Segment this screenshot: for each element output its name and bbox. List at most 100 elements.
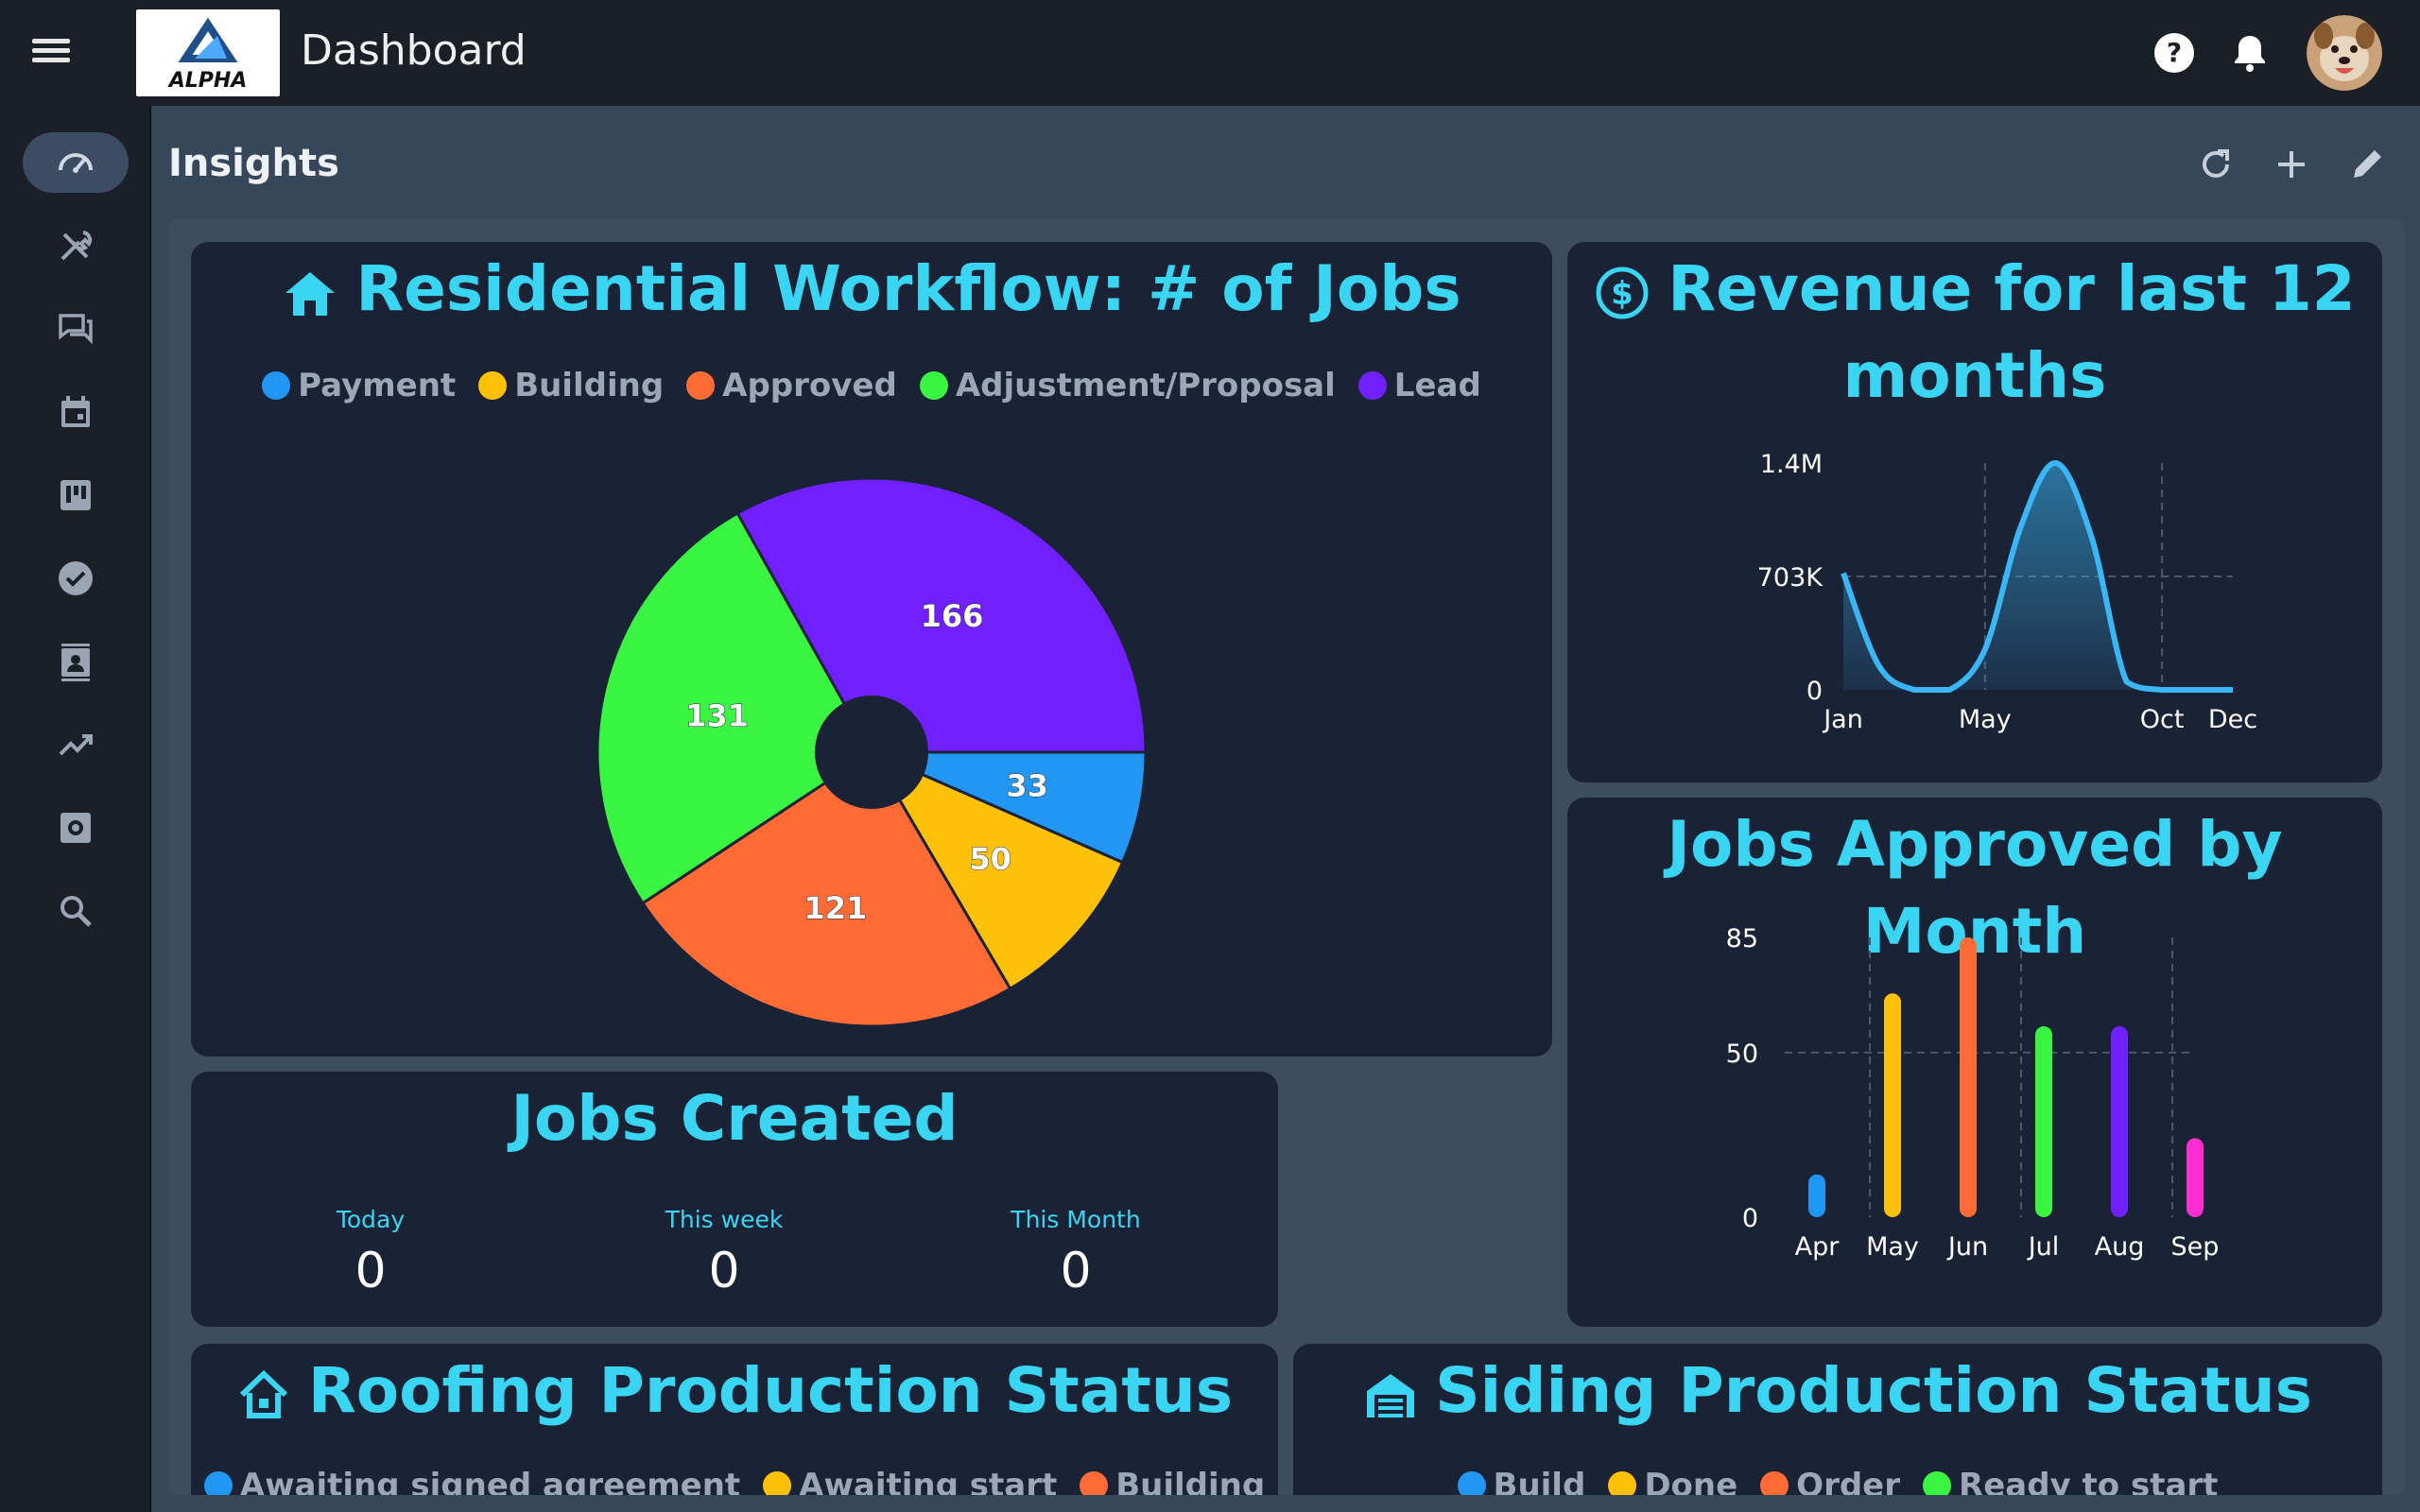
stat-value: 0	[708, 1243, 740, 1299]
y-tick-label: 0	[1806, 677, 1823, 706]
card-title: Roofing Production Status	[191, 1348, 1278, 1435]
stat-today: Today 0	[229, 1206, 512, 1299]
area-line	[1841, 460, 2233, 693]
refresh-icon[interactable]	[2195, 144, 2237, 185]
legend-swatch	[203, 1471, 233, 1495]
pie-slice	[640, 749, 1012, 1028]
jobs-approved-card: Jobs Approved by Month 0 50 85 Apr May Jun Jul…	[1567, 798, 2382, 1327]
legend-item[interactable]: Done	[1608, 1467, 1737, 1495]
legend-item[interactable]: Lead	[1357, 367, 1481, 404]
sidebar-item-calendar[interactable]	[23, 382, 129, 442]
calendar-icon	[61, 396, 90, 427]
sidebar-item-reports[interactable]	[23, 714, 129, 775]
legend-item[interactable]: Approved	[686, 367, 897, 404]
legend-swatch	[919, 371, 948, 400]
legend-item[interactable]: Building	[1080, 1467, 1265, 1495]
y-tick-label: 50	[1726, 1040, 1758, 1069]
legend-label: Payment	[298, 367, 457, 404]
sidebar-item-tasks[interactable]	[23, 548, 129, 609]
x-tick-label: Apr	[1795, 1232, 1841, 1262]
legend-item[interactable]: Payment	[262, 367, 456, 404]
x-tick-label: Jan	[1822, 705, 1863, 734]
check-circle-icon	[59, 561, 93, 595]
legend-swatch	[1457, 1471, 1486, 1495]
card-title: $ Revenue for last 12 months	[1567, 246, 2382, 420]
settings-icon	[60, 813, 91, 843]
stat-label: This Month	[1011, 1206, 1141, 1233]
area-fill	[1843, 462, 2233, 690]
add-icon[interactable]	[2271, 144, 2312, 185]
legend-swatch	[1608, 1471, 1637, 1495]
card-title: Residential Workflow: # of Jobs	[191, 246, 1552, 333]
sidebar-item-search[interactable]	[23, 881, 129, 941]
pie-slice	[868, 748, 1125, 991]
pie-slice-label: 131	[685, 697, 749, 733]
legend-item[interactable]: Build	[1457, 1467, 1585, 1495]
logo-text: ALPHA	[167, 69, 248, 93]
help-icon[interactable]: ?	[2152, 30, 2197, 76]
legend-label: Building	[1115, 1467, 1266, 1495]
legend-label: Adjustment/Proposal	[955, 367, 1336, 404]
bar	[1960, 937, 1977, 1217]
contact-icon	[61, 644, 90, 681]
pie-slice	[871, 750, 1148, 865]
legend-swatch	[1080, 1471, 1109, 1495]
sidebar-item-tools[interactable]	[23, 215, 129, 276]
company-logo[interactable]: ALPHA	[136, 9, 280, 96]
home-icon	[285, 271, 336, 316]
x-tick-label: Dec	[2208, 705, 2257, 734]
roof-icon	[239, 1369, 287, 1418]
edit-icon[interactable]	[2346, 144, 2388, 185]
page-title: Insights	[168, 142, 339, 185]
legend-swatch	[262, 371, 291, 400]
pie-slice-label: 33	[1006, 768, 1048, 804]
sidebar	[0, 106, 151, 1512]
bar	[1808, 1174, 1825, 1217]
legend-item[interactable]: Order	[1760, 1467, 1900, 1495]
sidebar-item-dashboard[interactable]	[23, 132, 129, 193]
donut-hole	[815, 696, 928, 809]
sidebar-item-contacts[interactable]	[23, 631, 129, 692]
pie-slice	[735, 476, 1148, 754]
legend-swatch	[1760, 1471, 1789, 1495]
search-icon	[60, 896, 92, 927]
legend-item[interactable]: Building	[478, 367, 664, 404]
sidebar-item-messages[interactable]	[23, 299, 129, 359]
x-tick-label: Aug	[2095, 1232, 2145, 1262]
legend-label: Lead	[1393, 367, 1481, 404]
sidebar-item-board[interactable]	[23, 465, 129, 525]
top-app-bar: ALPHA Dashboard ?	[0, 0, 2420, 106]
bell-icon[interactable]	[2227, 30, 2273, 76]
menu-icon[interactable]	[26, 34, 76, 72]
siding-legend: Build Done Order Ready to start	[1293, 1467, 2382, 1495]
pie-slice-label: 121	[804, 890, 867, 926]
x-tick-label: Sep	[2171, 1232, 2220, 1262]
legend-item[interactable]: Awaiting signed agreement	[203, 1467, 740, 1495]
legend-item[interactable]: Adjustment/Proposal	[919, 367, 1336, 404]
roofing-legend: Awaiting signed agreement Awaiting start B…	[191, 1467, 1278, 1495]
legend-label: Done	[1644, 1467, 1738, 1495]
chat-icon	[59, 314, 93, 345]
y-tick-label: 703K	[1757, 563, 1824, 593]
stat-value: 0	[1060, 1243, 1092, 1299]
bar	[2187, 1138, 2204, 1217]
sidebar-item-settings[interactable]	[23, 798, 129, 858]
user-avatar[interactable]	[2307, 15, 2382, 91]
legend-item[interactable]: Ready to start	[1923, 1467, 2218, 1495]
card-title: Siding Production Status	[1293, 1348, 2382, 1435]
legend-swatch	[686, 371, 716, 400]
legend-swatch	[763, 1471, 792, 1495]
stat-this-month: This Month 0	[934, 1206, 1218, 1299]
residential-pie-chart: 33 50 121 131 166	[596, 476, 1148, 1028]
bar	[2111, 1026, 2128, 1217]
revenue-area-chart: 0 703K 1.4M Jan May Oct Dec	[1757, 450, 2257, 734]
pie-slice	[596, 511, 873, 905]
siding-production-card: Siding Production Status Build Done Order R…	[1293, 1344, 2382, 1495]
speedometer-icon	[59, 153, 93, 173]
x-tick-label: May	[1959, 705, 2012, 734]
legend-item[interactable]: Awaiting start	[763, 1467, 1057, 1495]
jobs-created-card: Jobs Created Today 0 This week 0 This Mo…	[191, 1072, 1278, 1327]
roofing-production-card: Roofing Production Status Awaiting signe…	[191, 1344, 1278, 1495]
legend-label: Order	[1796, 1467, 1901, 1495]
y-tick-label: 85	[1726, 924, 1758, 954]
